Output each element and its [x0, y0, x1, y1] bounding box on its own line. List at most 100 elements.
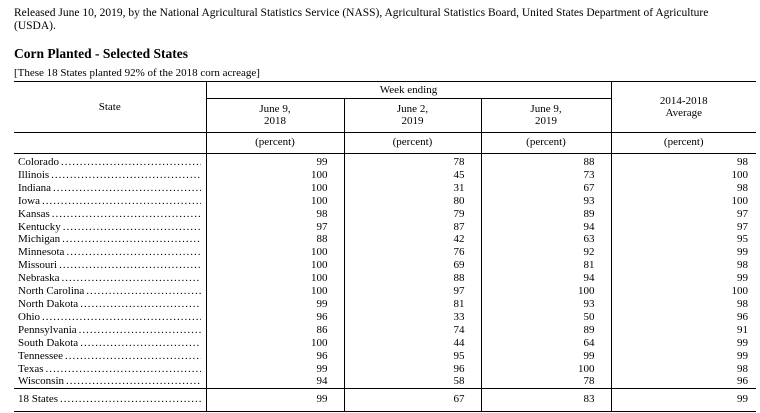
value-cell: 95 — [343, 349, 481, 363]
value-cell: 99 — [480, 349, 612, 363]
value-cell: 81 — [343, 297, 481, 311]
value-cell: 31 — [343, 181, 481, 195]
value-cell: 100 — [205, 272, 344, 286]
table-row: North Carolina10097100100 — [14, 285, 757, 298]
value-cell: 88 — [480, 153, 612, 169]
table-footer: 18 States 99 67 83 99 — [14, 388, 757, 412]
state-cell: Illinois — [14, 169, 206, 182]
state-name: Minnesota — [18, 246, 65, 259]
value-cell: 67 — [343, 388, 481, 412]
value-cell: 96 — [610, 375, 757, 389]
value-cell: 100 — [205, 246, 344, 260]
value-cell: 99 — [610, 349, 757, 363]
value-cell: 76 — [343, 246, 481, 260]
unit-row: (percent) (percent) (percent) (percent) — [14, 132, 757, 154]
value-cell: 81 — [480, 259, 612, 273]
unit-label: (percent) — [610, 132, 757, 154]
value-cell: 100 — [610, 285, 757, 298]
value-cell: 99 — [205, 297, 344, 311]
value-cell: 100 — [610, 168, 757, 182]
state-label-wrap: Tennessee — [14, 350, 206, 363]
table-row: Iowa1008093100 — [14, 194, 757, 208]
dot-leader — [86, 285, 200, 298]
dot-leader — [66, 375, 201, 388]
state-name: Tennessee — [18, 349, 64, 362]
total-row: 18 States 99 67 83 99 — [14, 388, 757, 412]
state-cell: 18 States — [14, 388, 206, 412]
value-cell: 97 — [343, 285, 481, 298]
value-cell: 98 — [610, 297, 757, 311]
table-row: Ohio96335096 — [14, 310, 757, 324]
state-label-wrap: Indiana — [14, 182, 206, 195]
state-label-wrap: Kentucky — [14, 221, 206, 234]
dot-leader — [63, 221, 201, 234]
value-cell: 100 — [205, 194, 344, 208]
unit-row-empty-cell — [14, 132, 206, 154]
state-column-header: State — [14, 81, 206, 133]
state-label-wrap: Ohio — [14, 311, 206, 324]
state-label-wrap: Pennsylvania — [14, 324, 206, 337]
value-cell: 42 — [343, 233, 481, 247]
state-cell: Tennessee — [14, 350, 206, 363]
value-cell: 78 — [480, 375, 612, 389]
value-cell: 87 — [343, 220, 481, 234]
value-cell: 96 — [205, 310, 344, 324]
table-row: Kentucky97879497 — [14, 220, 757, 234]
value-cell: 99 — [610, 336, 757, 350]
state-name: Iowa — [18, 194, 40, 207]
state-cell: Indiana — [14, 182, 206, 195]
table-header: State Week ending 2014-2018 Average June… — [14, 81, 757, 154]
value-cell: 98 — [610, 259, 757, 273]
value-cell: 50 — [480, 310, 612, 324]
value-cell: 97 — [205, 220, 344, 234]
state-cell: North Dakota — [14, 298, 206, 311]
value-cell: 97 — [610, 207, 757, 221]
state-label-wrap: Colorado — [14, 156, 206, 169]
value-cell: 100 — [205, 259, 344, 273]
column-header-june9-2018: June 9, 2018 — [205, 98, 344, 133]
state-cell: Kansas — [14, 208, 206, 221]
value-cell: 67 — [480, 181, 612, 195]
state-name: Nebraska — [18, 272, 60, 285]
dot-leader — [42, 311, 201, 324]
state-name: Michigan — [18, 233, 61, 246]
value-cell: 95 — [610, 233, 757, 247]
dot-leader — [42, 195, 201, 208]
unit-label: (percent) — [480, 132, 612, 154]
value-cell: 69 — [343, 259, 481, 273]
corn-planted-table: State Week ending 2014-2018 Average June… — [14, 81, 757, 413]
value-cell: 45 — [343, 168, 481, 182]
value-cell: 99 — [205, 153, 344, 169]
value-cell: 96 — [343, 362, 481, 376]
state-label-wrap: Illinois — [14, 169, 206, 182]
dot-leader — [66, 246, 200, 259]
value-cell: 98 — [610, 362, 757, 376]
state-label-wrap: South Dakota — [14, 337, 206, 350]
state-label-wrap: Missouri — [14, 259, 206, 272]
value-cell: 94 — [480, 272, 612, 286]
state-cell: Minnesota — [14, 246, 206, 259]
value-cell: 100 — [205, 168, 344, 182]
coverage-note: [These 18 States planted 92% of the 2018… — [14, 67, 260, 79]
table-body: Colorado99788898Illinois1004573100Indian… — [14, 153, 757, 389]
state-label-wrap: Iowa — [14, 195, 206, 208]
column-header-june9-2019: June 9, 2019 — [480, 98, 612, 133]
dot-leader — [80, 298, 200, 311]
state-name: Kentucky — [18, 220, 61, 233]
week-ending-group-header: Week ending — [205, 81, 612, 99]
value-cell: 89 — [480, 323, 612, 337]
value-cell: 63 — [480, 233, 612, 247]
value-cell: 99 — [610, 272, 757, 286]
value-cell: 64 — [480, 336, 612, 350]
state-cell: Nebraska — [14, 272, 206, 285]
state-name: Texas — [18, 362, 44, 375]
state-name: South Dakota — [18, 336, 79, 349]
value-cell: 93 — [480, 194, 612, 208]
state-label-wrap: North Dakota — [14, 298, 206, 311]
